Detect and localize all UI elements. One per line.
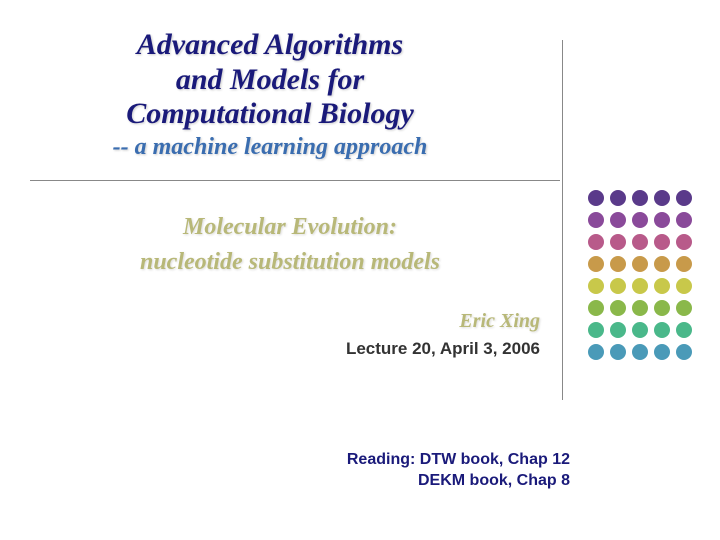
topic-line2: nucleotide substitution models [60, 245, 520, 280]
reading-line2: DEKM book, Chap 8 [280, 471, 570, 492]
dot-icon [654, 212, 670, 228]
dot-icon [588, 212, 604, 228]
dot-icon [654, 234, 670, 250]
dot-icon [676, 300, 692, 316]
title-line2: and Models for [60, 63, 480, 98]
reading-line1: Reading: DTW book, Chap 12 [280, 450, 570, 471]
dot-icon [632, 256, 648, 272]
dot-icon [676, 344, 692, 360]
author-name: Eric Xing [60, 310, 540, 333]
title-block: Advanced Algorithms and Models for Compu… [60, 28, 480, 161]
topic-line1: Molecular Evolution: [60, 210, 520, 245]
dot-icon [610, 212, 626, 228]
dot-icon [654, 344, 670, 360]
dot-icon [610, 344, 626, 360]
dot-icon [610, 322, 626, 338]
dot-icon [676, 256, 692, 272]
author-block: Eric Xing Lecture 20, April 3, 2006 [60, 310, 540, 359]
vertical-divider [562, 40, 563, 400]
dot-icon [588, 322, 604, 338]
horizontal-divider [30, 180, 560, 181]
dot-icon [610, 234, 626, 250]
dot-icon [610, 300, 626, 316]
dot-icon [654, 256, 670, 272]
dot-icon [676, 212, 692, 228]
dot-icon [588, 190, 604, 206]
dot-icon [588, 344, 604, 360]
dot-icon [632, 190, 648, 206]
dot-icon [610, 190, 626, 206]
dot-icon [676, 190, 692, 206]
decorative-dot-grid [588, 190, 696, 364]
dot-icon [654, 322, 670, 338]
dot-icon [588, 278, 604, 294]
title-line1: Advanced Algorithms [60, 28, 480, 63]
topic-block: Molecular Evolution: nucleotide substitu… [60, 210, 520, 280]
title-line3: Computational Biology [60, 97, 480, 132]
dot-icon [610, 278, 626, 294]
title-subtitle: -- a machine learning approach [60, 134, 480, 161]
dot-icon [632, 344, 648, 360]
dot-icon [654, 190, 670, 206]
lecture-info: Lecture 20, April 3, 2006 [60, 339, 540, 359]
dot-icon [632, 212, 648, 228]
dot-icon [632, 300, 648, 316]
dot-icon [654, 278, 670, 294]
dot-icon [654, 300, 670, 316]
dot-icon [610, 256, 626, 272]
dot-icon [676, 278, 692, 294]
dot-icon [588, 234, 604, 250]
dot-icon [676, 234, 692, 250]
dot-icon [588, 256, 604, 272]
dot-icon [676, 322, 692, 338]
reading-block: Reading: DTW book, Chap 12 DEKM book, Ch… [280, 450, 570, 492]
dot-icon [588, 300, 604, 316]
dot-icon [632, 234, 648, 250]
dot-icon [632, 278, 648, 294]
dot-icon [632, 322, 648, 338]
